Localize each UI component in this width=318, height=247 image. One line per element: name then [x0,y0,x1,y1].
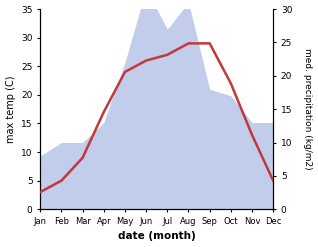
X-axis label: date (month): date (month) [118,231,196,242]
Y-axis label: med. precipitation (kg/m2): med. precipitation (kg/m2) [303,48,313,170]
Y-axis label: max temp (C): max temp (C) [5,75,16,143]
